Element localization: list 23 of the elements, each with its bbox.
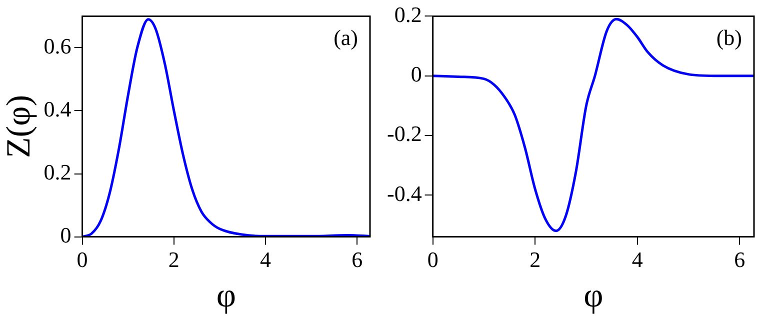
- y-tick-label: 0: [60, 222, 72, 248]
- y-axis-title: Z(φ): [0, 94, 38, 158]
- x-tick-label: 2: [530, 246, 541, 272]
- y-tick-label: 0.2: [44, 160, 72, 185]
- x-tick-label: 2: [168, 246, 180, 272]
- line-series: [432, 18, 754, 232]
- x-tick-label: 4: [632, 246, 643, 272]
- y-tick-label: 0.4: [44, 96, 72, 122]
- y-tick-label: 0: [410, 62, 422, 87]
- y-tick-label: -0.4: [387, 180, 422, 206]
- y-tick-label: 0.2: [394, 2, 422, 27]
- y-tick-label: 0.6: [44, 33, 72, 58]
- y-tick-label: -0.2: [387, 121, 422, 146]
- x-tick-label: 0: [427, 246, 438, 272]
- line-series: [82, 18, 370, 237]
- x-tick-label: 6: [352, 246, 363, 272]
- annotation: (a): [334, 24, 358, 50]
- x-tick-label: 4: [260, 246, 272, 272]
- x-tick-label: 6: [734, 246, 746, 272]
- x-axis-title: φ: [216, 278, 236, 315]
- annotation: (b): [716, 24, 742, 50]
- x-axis-title: φ: [584, 278, 604, 315]
- x-tick-label: 0: [76, 246, 88, 272]
